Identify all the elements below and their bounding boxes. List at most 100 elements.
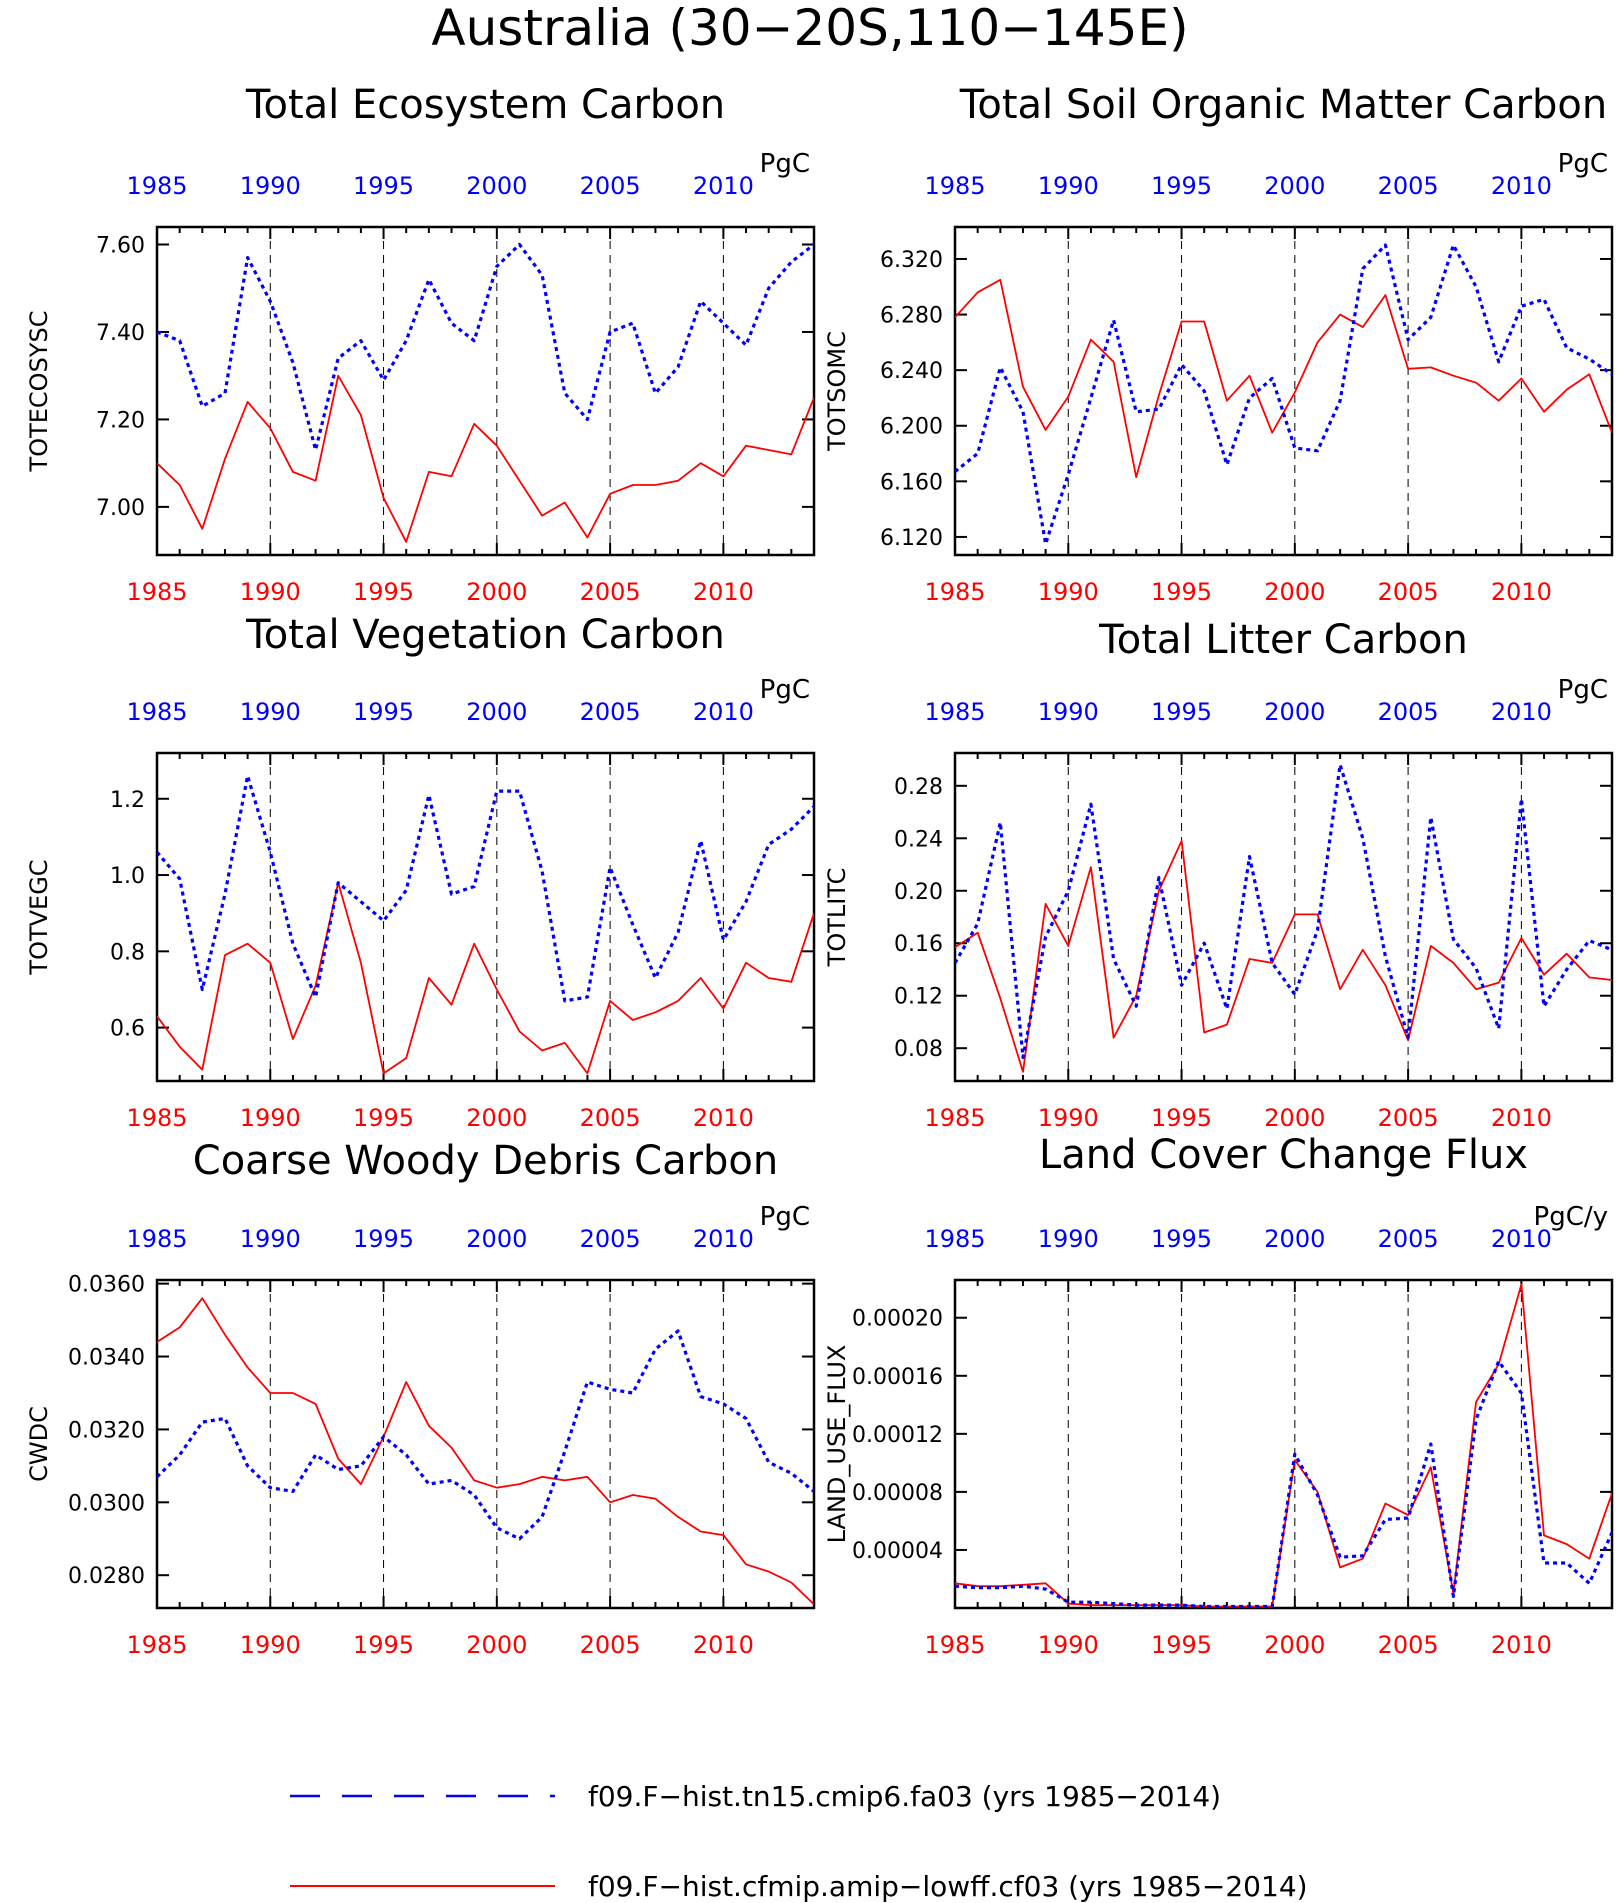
panel-title: Land Cover Change Flux [1039, 1132, 1528, 1178]
y-tick-label: 6.120 [880, 526, 943, 551]
x-tick-label-top: 2000 [1264, 172, 1325, 200]
series-b-line [955, 840, 1612, 1073]
plot-frame [953, 1278, 1614, 1610]
x-tick-label-bottom: 1990 [1038, 578, 1099, 606]
x-tick-label-top: 2005 [1378, 1225, 1439, 1253]
chart-panel-2: Total Soil Organic Matter Carbon PgC 1985 1… [823, 82, 1614, 606]
chart-panel-1: Total Ecosystem Carbon PgC 1985 1985 1990 199… [25, 82, 816, 606]
x-tick-label-bottom: 2000 [1264, 578, 1325, 606]
x-tick-label-top: 1995 [1151, 172, 1212, 200]
x-tick-label-top: 2010 [1491, 1225, 1552, 1253]
panel-title: Total Litter Carbon [1098, 617, 1468, 663]
x-tick-label-bottom: 2005 [580, 578, 641, 606]
y-tick-label: 0.0340 [68, 1346, 145, 1371]
series-a-line [157, 1329, 814, 1541]
y-tick-label: 0.24 [894, 827, 943, 852]
y-tick-label: 6.240 [880, 359, 943, 384]
legend: f09.F−hist.tn15.cmip6.fa03 (yrs 1985−201… [290, 1780, 1308, 1903]
y-tick-label: 7.00 [96, 496, 145, 521]
series-a-line [955, 243, 1612, 546]
y-tick-label: 0.12 [894, 985, 943, 1010]
x-tick-label-top: 1995 [353, 1225, 414, 1253]
x-tick-label-top: 1995 [353, 172, 414, 200]
x-tick-label-bottom: 1990 [240, 578, 301, 606]
x-tick-label-bottom: 1995 [1151, 1631, 1212, 1659]
y-tick-label: 6.320 [880, 248, 943, 273]
x-tick-label-top: 2000 [1264, 1225, 1325, 1253]
x-tick-label-top: 1985 [924, 172, 985, 200]
plot-frame [155, 1278, 816, 1610]
x-tick-label-bottom: 1990 [240, 1631, 301, 1659]
y-tick-label: 7.40 [96, 321, 145, 346]
y-tick-label: 0.6 [110, 1017, 145, 1042]
panel-title: Total Soil Organic Matter Carbon [959, 82, 1608, 128]
panel-title: Total Ecosystem Carbon [245, 82, 725, 128]
chart-panel-5: Coarse Woody Debris Carbon PgC 1985 1985 199… [25, 1138, 816, 1659]
x-tick-label-bottom: 1995 [353, 578, 414, 606]
y-tick-label: 0.8 [110, 940, 145, 965]
series-b-line [157, 374, 814, 543]
x-tick-label-top: 2005 [580, 1225, 641, 1253]
chart-panel-4: Total Litter Carbon PgC 1985 1985 1990 1990 19… [823, 617, 1614, 1132]
x-tick-label-bottom: 2000 [466, 1104, 527, 1132]
x-tick-label-top: 2010 [693, 1225, 754, 1253]
units-label: PgC [1558, 675, 1608, 705]
x-tick-label-bottom: 1990 [1038, 1631, 1099, 1659]
chart-panel-3: Total Vegetation Carbon PgC 1985 1985 1990 19… [25, 612, 816, 1132]
x-tick-label-top: 1990 [1038, 698, 1099, 726]
x-tick-label-bottom: 2010 [1491, 578, 1552, 606]
x-tick-label-bottom: 1990 [1038, 1104, 1099, 1132]
x-tick-label-bottom: 2010 [693, 1631, 754, 1659]
figure-title: Australia (30−20S,110−145E) [431, 0, 1188, 57]
x-tick-label-top: 2000 [466, 698, 527, 726]
y-tick-label: 0.0280 [68, 1564, 145, 1589]
x-tick-label-top: 1985 [126, 1225, 187, 1253]
x-tick-label-bottom: 2010 [1491, 1631, 1552, 1659]
units-label: PgC [1558, 149, 1608, 179]
x-tick-label-bottom: 2010 [693, 1104, 754, 1132]
y-tick-label: 0.16 [894, 932, 943, 957]
x-tick-label-bottom: 2005 [1378, 1631, 1439, 1659]
y-tick-label: 0.0360 [68, 1273, 145, 1298]
x-tick-label-top: 1985 [924, 698, 985, 726]
x-tick-label-bottom: 2000 [1264, 1631, 1325, 1659]
x-tick-label-bottom: 1985 [924, 578, 985, 606]
x-tick-label-top: 2010 [1491, 172, 1552, 200]
x-tick-label-bottom: 2005 [1378, 1104, 1439, 1132]
y-tick-label: 0.0300 [68, 1491, 145, 1516]
units-label: PgC [760, 1202, 810, 1232]
x-tick-label-top: 1995 [1151, 698, 1212, 726]
y-tick-label: 6.280 [880, 304, 943, 329]
panel-title: Coarse Woody Debris Carbon [193, 1138, 778, 1184]
x-tick-label-bottom: 1985 [126, 1104, 187, 1132]
x-tick-label-bottom: 1995 [1151, 578, 1212, 606]
chart-panels: Total Ecosystem Carbon PgC 1985 1985 1990 199… [25, 82, 1614, 1659]
y-tick-label: 7.60 [96, 233, 145, 258]
x-tick-label-bottom: 2000 [466, 1631, 527, 1659]
plot-frame [953, 751, 1614, 1083]
x-tick-label-bottom: 2000 [466, 578, 527, 606]
x-tick-label-bottom: 1995 [353, 1104, 414, 1132]
y-tick-label: 0.00020 [852, 1307, 943, 1332]
x-tick-label-top: 2005 [1378, 172, 1439, 200]
y-tick-label: 1.2 [110, 788, 145, 813]
y-tick-label: 0.00004 [852, 1539, 943, 1564]
x-tick-label-top: 1990 [240, 1225, 301, 1253]
x-tick-label-top: 2000 [1264, 698, 1325, 726]
y-tick-label: 0.00008 [852, 1481, 943, 1506]
series-b-line [955, 278, 1612, 479]
legend-label-series-a: f09.F−hist.tn15.cmip6.fa03 (yrs 1985−201… [588, 1780, 1221, 1813]
panel-title: Total Vegetation Carbon [245, 612, 725, 658]
y-tick-label: 6.200 [880, 415, 943, 440]
x-tick-label-bottom: 1995 [353, 1631, 414, 1659]
plot-frame [953, 225, 1614, 557]
x-tick-label-bottom: 2005 [1378, 578, 1439, 606]
y-tick-label: 6.160 [880, 470, 943, 495]
x-tick-label-top: 2005 [1378, 698, 1439, 726]
x-tick-label-top: 1995 [1151, 1225, 1212, 1253]
x-tick-label-top: 2010 [693, 698, 754, 726]
x-tick-label-bottom: 2005 [580, 1104, 641, 1132]
series-a-line [955, 763, 1612, 1060]
x-tick-label-top: 2005 [580, 698, 641, 726]
